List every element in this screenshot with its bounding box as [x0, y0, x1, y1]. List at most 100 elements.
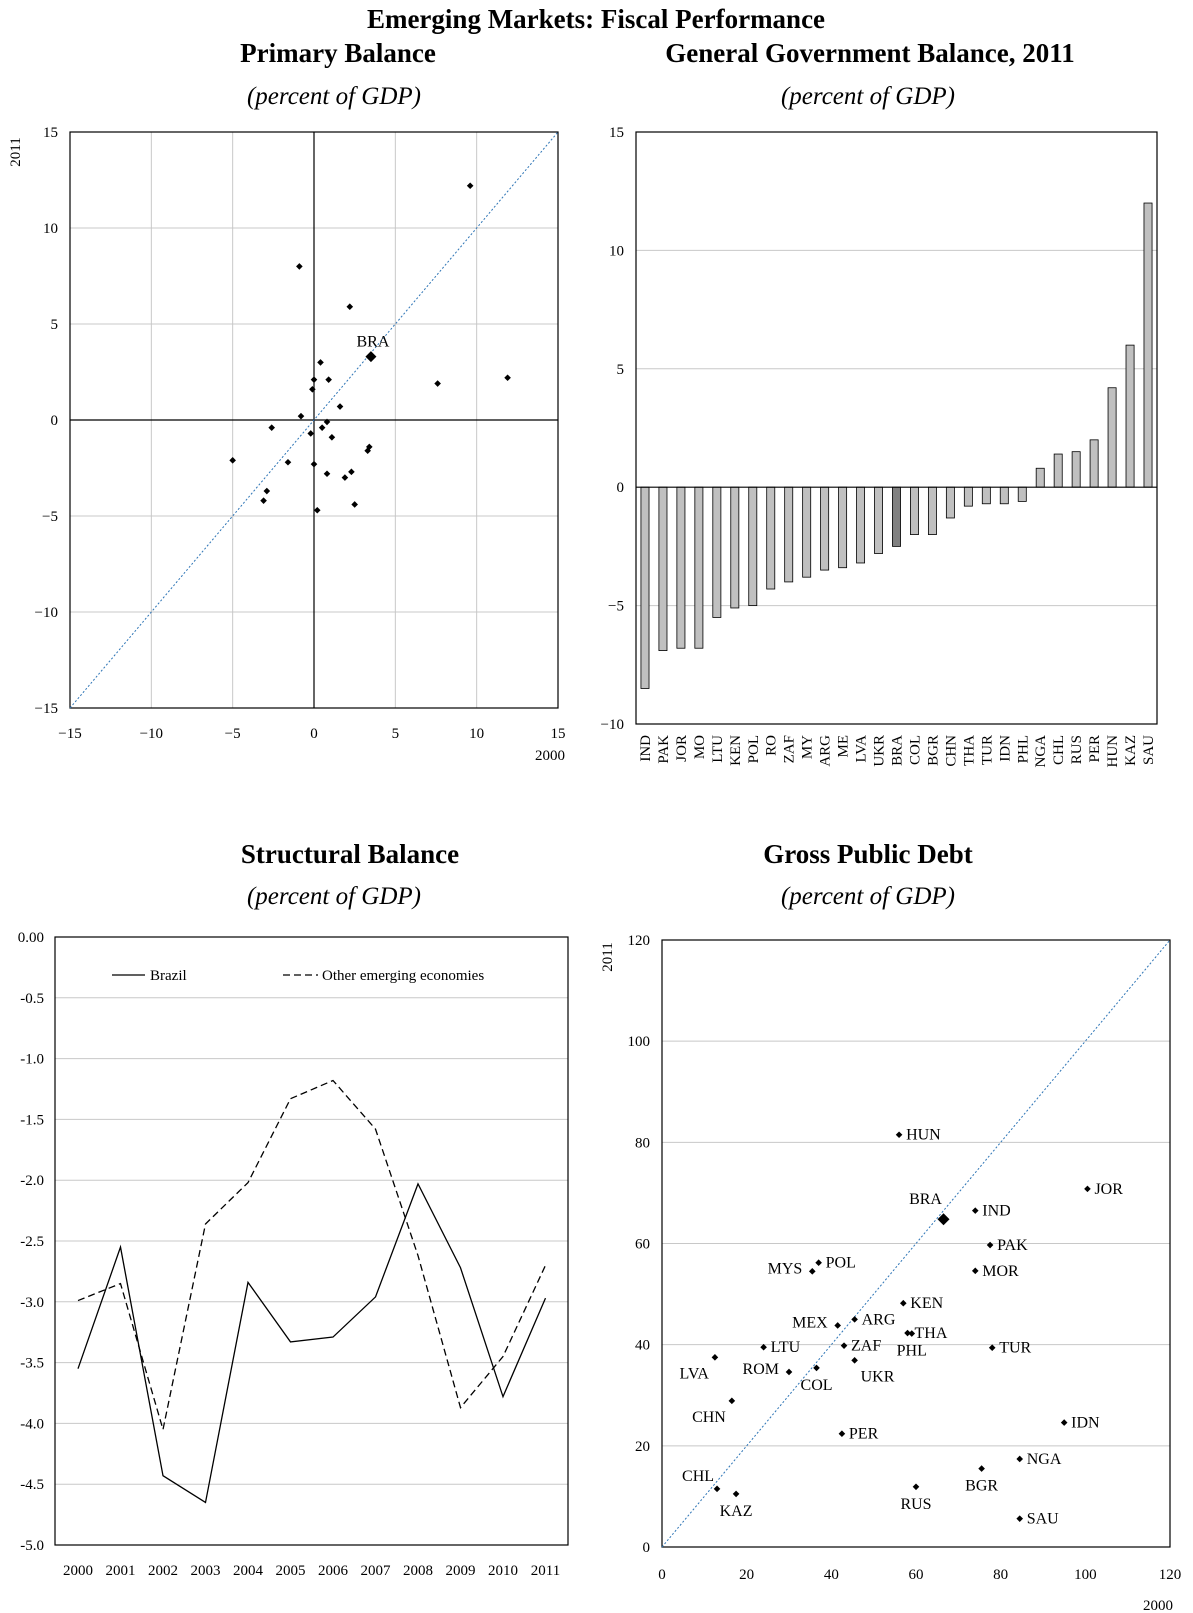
bar-me	[838, 486, 848, 569]
bar-my	[802, 486, 812, 578]
scatter-point-ind	[971, 1207, 979, 1214]
primary-balance-chart: −15 −10 −5 0 5 10 15 −15 −10 −5 0 5 10 15 2000 2011 BRA	[8, 125, 566, 764]
bar-chl	[1053, 453, 1063, 488]
scatter-point-mor	[971, 1267, 979, 1275]
scatter-point	[434, 380, 441, 387]
scatter-point-ukr	[851, 1357, 858, 1364]
scatter-point-pol	[815, 1259, 822, 1267]
scatter-point-rus	[912, 1483, 920, 1491]
y-tick-label: 0	[51, 413, 59, 429]
bar-idn	[999, 486, 1009, 505]
category-label: JOR	[674, 735, 690, 762]
bar-tha	[963, 486, 973, 507]
y-tick-label: -3.0	[20, 1295, 44, 1311]
bar-mo	[694, 486, 704, 649]
structural-balance-chart: 0.00 -0.5 -1.0 -1.5 -2.0 -2.5 -3.0 -3.5 -4.0 -4.5…	[18, 930, 569, 1579]
y-axis-label: 2011	[600, 942, 616, 971]
point-label-tha: THA	[915, 1325, 948, 1342]
y-tick-label: −5	[608, 599, 624, 615]
scatter-point	[309, 385, 316, 393]
point-label-sau: SAU	[1027, 1511, 1059, 1528]
series-line-other-emerging	[77, 1079, 547, 1430]
bar-zaf	[784, 486, 794, 583]
y-tick-label: -0.5	[20, 991, 44, 1007]
category-label: IDN	[997, 735, 1013, 762]
scatter-point-col	[813, 1364, 820, 1372]
x-tick-label: 100	[1074, 1567, 1097, 1583]
legend-label-brazil: Brazil	[150, 968, 187, 984]
category-label: POL	[746, 735, 762, 763]
y-tick-label: -4.5	[20, 1477, 44, 1493]
point-label-pol: POL	[826, 1255, 856, 1272]
x-tick-label: 60	[909, 1567, 924, 1583]
point-label-jor: JOR	[1094, 1181, 1123, 1198]
y-tick-label: 0	[617, 480, 625, 496]
x-tick-label: 2010	[488, 1563, 518, 1579]
scatter-point	[318, 424, 326, 431]
scatter-point	[328, 433, 336, 441]
point-label-rom: ROM	[743, 1361, 779, 1378]
plot-frame	[69, 131, 559, 709]
category-label: ZAF	[782, 735, 798, 763]
category-label: THA	[961, 735, 977, 766]
y-tick-label: −15	[35, 701, 58, 717]
point-label-pak: PAK	[997, 1237, 1028, 1254]
scatter-point	[323, 470, 331, 478]
y-axis-label: 2011	[8, 137, 24, 166]
scatter-point-kaz	[732, 1490, 740, 1498]
highlight-label-bra: BRA	[909, 1191, 942, 1208]
y-tick-label: -2.0	[20, 1173, 44, 1189]
category-label: BRA	[890, 735, 906, 766]
category-label: PAK	[656, 735, 672, 764]
category-label: CHL	[1051, 735, 1067, 765]
y-tick-label: -4.0	[20, 1416, 44, 1432]
y-tick-label: 10	[609, 243, 624, 259]
point-label-mys: MYS	[768, 1260, 803, 1277]
highlight-point-bra	[365, 351, 377, 363]
x-tick-label: 2006	[318, 1563, 349, 1579]
y-tick-label: -1.5	[20, 1112, 44, 1128]
scatter-point	[325, 376, 332, 383]
scatter-point	[297, 412, 305, 420]
scatter-point	[310, 460, 318, 468]
panel-subtitle-primary-balance: (percent of GDP)	[247, 83, 421, 110]
point-label-tur: TUR	[999, 1340, 1031, 1357]
panel-title-structural-balance: Structural Balance	[241, 839, 459, 869]
x-tick-label: 10	[469, 726, 484, 742]
government-balance-chart: −10 −5 0 5 10 15 IND PAK JOR MO LTU KEN POL RO ZAF MY AR…	[601, 125, 1158, 768]
highlight-label-bra: BRA	[356, 334, 389, 351]
x-tick-label: 2009	[446, 1563, 476, 1579]
bar-nga	[1035, 467, 1045, 488]
y-tick-label: 10	[43, 221, 58, 237]
bar-pak	[658, 486, 668, 651]
bar-tur	[981, 486, 991, 505]
scatter-point-tha	[904, 1329, 911, 1337]
y-tick-label: 5	[51, 317, 59, 333]
scatter-point	[504, 374, 511, 382]
point-label-nga: NGA	[1027, 1451, 1062, 1468]
scatter-point	[336, 403, 344, 410]
category-label: KEN	[728, 735, 744, 766]
x-tick-label: 2000	[63, 1563, 93, 1579]
scatter-point	[268, 424, 276, 431]
category-label: TUR	[979, 735, 995, 765]
y-tick-label: 120	[628, 933, 651, 949]
bar-ukr	[874, 486, 883, 554]
point-label-mor: MOR	[982, 1263, 1019, 1280]
x-tick-label: 2003	[191, 1563, 221, 1579]
point-label-ken: KEN	[910, 1295, 943, 1312]
scatter-point	[351, 501, 358, 508]
series-line-brazil	[77, 1182, 547, 1504]
y-tick-label: 0	[643, 1540, 651, 1556]
scatter-point-ken	[900, 1299, 907, 1307]
x-tick-label: 2002	[148, 1563, 178, 1579]
y-tick-label: 80	[635, 1135, 650, 1151]
x-tick-label: 0	[310, 726, 318, 742]
bar-lva	[856, 486, 866, 564]
scatter-point	[263, 487, 271, 495]
x-tick-label: 2005	[276, 1563, 306, 1579]
panel-title-primary-balance: Primary Balance	[240, 38, 436, 68]
y-tick-label: 5	[617, 362, 625, 378]
scatter-point-idn	[1060, 1419, 1068, 1426]
bar-ind	[640, 486, 650, 689]
